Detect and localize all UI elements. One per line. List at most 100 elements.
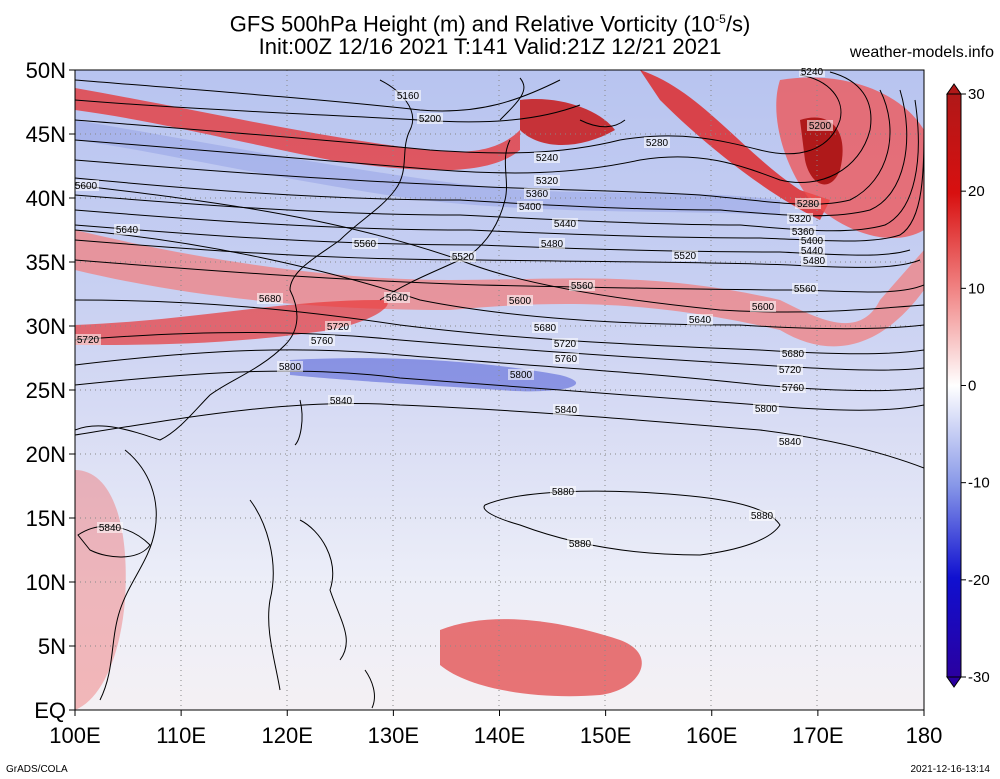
contour-label-5280: 5280: [644, 137, 670, 149]
contour-label-text: 5680: [782, 349, 805, 360]
contour-label-5840: 5840: [328, 395, 354, 407]
contour-label-text: 5360: [526, 189, 549, 200]
contour-label-5800: 5800: [277, 361, 303, 373]
colorbar-label: -20: [968, 572, 990, 589]
contour-label-text: 5480: [541, 239, 564, 250]
contour-label-5520: 5520: [672, 250, 698, 262]
lat-tick-label: EQ: [34, 698, 66, 723]
lat-lon-grid: [75, 70, 924, 710]
coastlines: [75, 77, 626, 709]
contour-label-text: 5880: [751, 511, 774, 522]
longitude-axis: 100E 110E 120E 130E 140E 150E 160E 170E 180: [49, 710, 942, 748]
contour-label-5240: 5240: [534, 152, 560, 164]
contour-label-text: 5720: [554, 339, 577, 350]
contour-label-text: 5720: [327, 322, 350, 333]
contour-label-text: 5440: [554, 219, 577, 230]
contour-label-text: 5560: [571, 281, 594, 292]
contour-label-5760: 5760: [309, 335, 335, 347]
contour-label-text: 5160: [397, 91, 420, 102]
contour-label-text: 5240: [801, 67, 824, 78]
website-credit: weather-models.info: [849, 44, 994, 61]
contour-label-text: 5840: [555, 405, 578, 416]
contour-label-5200: 5200: [807, 120, 833, 132]
colorbar: 30 20 10 0 -10 -20 -30: [946, 83, 990, 688]
contour-label-5840: 5840: [777, 436, 803, 448]
contour-label-text: 5560: [354, 239, 377, 250]
contour-label-5360: 5360: [790, 226, 816, 238]
contour-label-text: 5400: [801, 236, 824, 247]
contour-label-5680: 5680: [257, 293, 283, 305]
contour-label-5840: 5840: [97, 522, 123, 534]
lon-tick-label: 120E: [262, 723, 313, 748]
contour-label-5720: 5720: [552, 338, 578, 350]
contour-label-5520: 5520: [450, 251, 476, 263]
contour-label-5640: 5640: [384, 292, 410, 304]
contour-label-text: 5200: [809, 121, 832, 132]
colorbar-label: 0: [968, 378, 976, 395]
contour-label-5600: 5600: [73, 180, 99, 192]
colorbar-bottom-arrow: [946, 676, 962, 688]
contour-label-text: 5600: [509, 296, 532, 307]
lon-tick-label: 170E: [792, 723, 843, 748]
contour-label-text: 5720: [779, 365, 802, 376]
contour-label-text: 5400: [519, 202, 542, 213]
lon-tick-label: 150E: [580, 723, 631, 748]
contour-label-text: 5520: [452, 252, 475, 263]
contour-label-5560: 5560: [792, 283, 818, 295]
title-line1: GFS 500hPa Height (m) and Relative Vorti…: [229, 11, 751, 37]
contour-label-text: 5760: [555, 354, 578, 365]
contour-label-5160: 5160: [395, 90, 421, 102]
contour-label-text: 5600: [752, 302, 775, 313]
vorticity-band-trough: [640, 70, 830, 220]
title-line2: Init:00Z 12/16 2021 T:141 Valid:21Z 12/2…: [258, 34, 722, 59]
contour-label-text: 5280: [797, 199, 820, 210]
contour-label-5640: 5640: [687, 314, 713, 326]
vorticity-band-jet: [75, 230, 924, 347]
contour-label-5760: 5760: [780, 382, 806, 394]
contour-label-5880: 5880: [550, 486, 576, 498]
height-contours: [75, 71, 924, 558]
contour-label-5880: 5880: [567, 538, 593, 550]
contour-label-text: 5720: [77, 335, 100, 346]
lat-tick-label: 35N: [26, 250, 66, 275]
contour-label-5400: 5400: [517, 201, 543, 213]
colorbar-label: 10: [968, 280, 985, 297]
contour-label-text: 5800: [510, 370, 533, 381]
contour-label-5480: 5480: [539, 238, 565, 250]
contour-label-5760: 5760: [553, 353, 579, 365]
lon-tick-label: 140E: [474, 723, 525, 748]
contour-label-text: 5320: [789, 214, 812, 225]
contour-label-5440: 5440: [552, 218, 578, 230]
colorbar-label: 30: [968, 86, 985, 103]
lat-tick-label: 45N: [26, 122, 66, 147]
contour-label-text: 5880: [552, 487, 575, 498]
lat-tick-label: 20N: [26, 442, 66, 467]
contour-label-5640: 5640: [114, 224, 140, 236]
vorticity-band-north: [75, 88, 520, 171]
contour-label-5720: 5720: [325, 321, 351, 333]
negative-vorticity-north: [75, 120, 780, 215]
lon-tick-label: 100E: [49, 723, 100, 748]
lon-tick-label: 110E: [156, 723, 206, 748]
footer-timestamp: 2021-12-16-13:14: [910, 764, 990, 775]
contour-label-5800: 5800: [753, 403, 779, 415]
contour-label-text: 5200: [419, 114, 442, 125]
contour-label-text: 5240: [536, 153, 559, 164]
contour-label-5560: 5560: [569, 280, 595, 292]
contour-label-5880: 5880: [749, 510, 775, 522]
contour-label-5240: 5240: [799, 66, 825, 78]
lat-tick-label: 5N: [38, 634, 66, 659]
contour-label-text: 5840: [779, 437, 802, 448]
contour-label-text: 5600: [75, 181, 98, 192]
contour-label-text: 5800: [755, 404, 778, 415]
lon-tick-label: 160E: [686, 723, 737, 748]
lat-tick-label: 15N: [26, 506, 66, 531]
contour-label-5840: 5840: [553, 404, 579, 416]
contour-label-5680: 5680: [532, 322, 558, 334]
contour-label-5280: 5280: [795, 198, 821, 210]
contour-label-text: 5440: [801, 246, 824, 257]
contour-label-text: 5800: [279, 362, 302, 373]
lat-tick-label: 25N: [26, 378, 66, 403]
contour-label-5320: 5320: [787, 213, 813, 225]
